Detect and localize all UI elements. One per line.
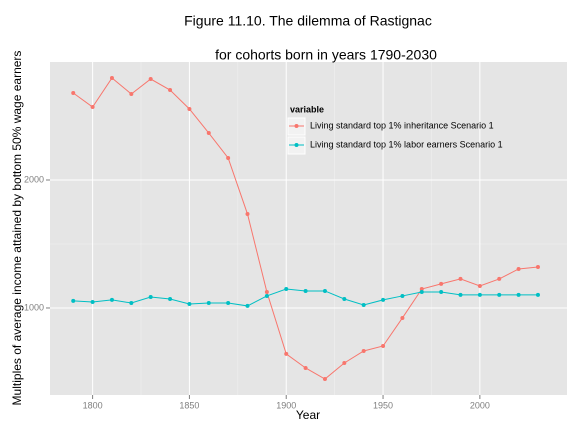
point [71,90,76,95]
point [419,287,424,292]
legend-label: Living standard top 1% labor earners Sce… [310,139,503,149]
point [264,293,269,298]
chart-subtitle: for cohorts born in years 1790-2030 [215,47,437,63]
point [458,292,463,297]
point [129,91,134,96]
point [206,131,211,136]
point [148,294,153,299]
point [516,266,521,271]
point [109,297,114,302]
point [439,281,444,286]
point [439,289,444,294]
point [245,303,250,308]
point [90,299,95,304]
point [71,298,76,303]
x-tick-label: 1850 [179,400,199,410]
panel [50,62,567,395]
point [284,351,289,356]
y-tick-label: 1000 [24,302,44,312]
point [303,288,308,293]
legend-point [294,143,299,147]
legend-point [294,124,299,128]
point [516,292,521,297]
point [206,300,211,305]
x-tick-label: 2000 [470,400,490,410]
point [361,348,366,353]
y-tick-label: 2000 [24,174,44,184]
point [226,300,231,305]
point [303,365,308,370]
point [419,289,424,294]
point [497,292,502,297]
point [322,377,327,382]
point [322,288,327,293]
point [381,343,386,348]
y-axis-label: Multiples of average income attained by … [10,51,24,406]
point [168,297,173,302]
point [168,88,173,93]
point [400,293,405,298]
point [187,302,192,307]
point [458,276,463,281]
legend-label: Living standard top 1% inheritance Scena… [310,120,494,130]
point [187,106,192,111]
point [477,292,482,297]
point [90,105,95,110]
x-axis-label: Year [296,408,320,422]
point [226,155,231,160]
point [535,292,540,297]
point [109,75,114,80]
point [148,77,153,82]
chart-title: Figure 11.10. The dilemma of Rastignac [184,13,432,29]
point [264,289,269,294]
point [535,265,540,270]
point [497,276,502,281]
point [381,297,386,302]
x-tick-label: 1900 [276,400,296,410]
legend-title: variable [290,104,324,114]
point [129,300,134,305]
point [361,303,366,308]
point [342,361,347,366]
point [477,283,482,288]
point [284,287,289,292]
point [342,297,347,302]
point [245,212,250,217]
x-tick-label: 1950 [373,400,393,410]
x-tick-label: 1800 [83,400,103,410]
point [400,315,405,320]
